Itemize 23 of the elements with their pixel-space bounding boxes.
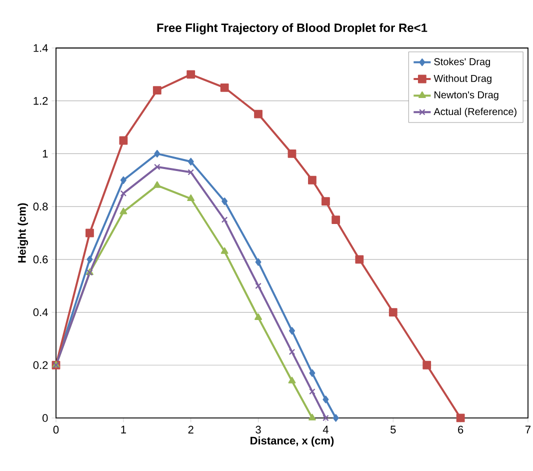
y-tick-label: 1 [42, 150, 48, 158]
legend-label: Newton's Drag [434, 91, 498, 100]
y-tick-label: 1.4 [34, 44, 48, 52]
x-tick-label: 5 [390, 426, 396, 434]
x-tick-label: 7 [525, 426, 530, 434]
x-tick-label: 4 [322, 426, 328, 434]
y-tick-label: 0 [42, 414, 48, 422]
y-tick-label: 0.8 [33, 202, 48, 210]
legend-label: Stokes' Drag [434, 58, 490, 68]
chart-title: Free Flight Trajectory of Blood Droplet for Re<1 [157, 23, 428, 34]
y-tick-label: 0.4 [33, 308, 48, 316]
x-tick-label: 3 [256, 426, 261, 434]
x-tick-label: 1 [121, 426, 126, 434]
y-tick-label: 0.2 [33, 361, 48, 370]
legend-label: Without Drag [434, 74, 492, 84]
y-axis-title: Height (cm) [18, 203, 28, 263]
y-tick-label: 1.2 [34, 97, 48, 105]
x-tick-label: 2 [188, 426, 194, 434]
x-axis-title: Distance, x (cm) [250, 436, 334, 447]
x-tick-label: 6 [458, 426, 464, 434]
legend-label: Actual (Reference) [434, 108, 516, 118]
y-tick-label: 0.6 [33, 256, 48, 264]
x-tick-label: 0 [53, 426, 59, 434]
